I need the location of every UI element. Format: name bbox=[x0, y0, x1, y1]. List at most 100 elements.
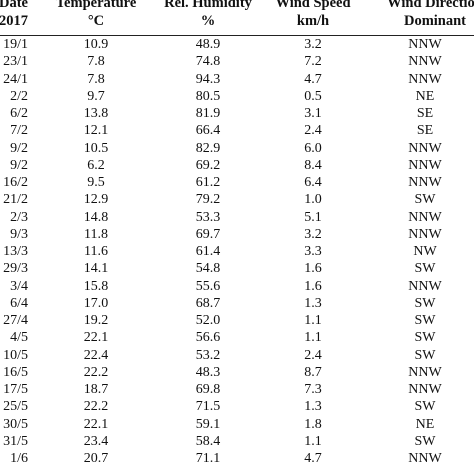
date-cell: 2/2 bbox=[10, 88, 28, 104]
header-temperature-line1: Temperature bbox=[55, 0, 137, 11]
date-cell: 19/1 bbox=[3, 37, 28, 52]
wind-direction-cell: SW bbox=[414, 330, 436, 346]
date-cell: 31/5 bbox=[3, 433, 28, 449]
wind-speed-cell: 2.4 bbox=[304, 123, 322, 139]
wind-speed-cell: 1.0 bbox=[304, 192, 322, 208]
wind-direction-cell: NNW bbox=[408, 157, 442, 173]
humidity-cell: 69.7 bbox=[195, 226, 221, 242]
temperature-cell: 12.9 bbox=[83, 192, 109, 208]
date-cell: 21/2 bbox=[3, 192, 28, 208]
wind-direction-cell: NE bbox=[415, 416, 435, 432]
wind-direction-cell: NW bbox=[413, 244, 437, 259]
wind-direction-cell: SE bbox=[416, 106, 434, 121]
table-row: 2/3 14.8 53.3 5.1 NNW bbox=[0, 209, 474, 226]
table-row: 13/3 11.6 61.4 3.3 NW bbox=[0, 243, 474, 260]
wind-direction-cell: SW bbox=[414, 313, 436, 328]
wind-direction-cell: NNW bbox=[408, 71, 442, 87]
wind-direction-cell: NE bbox=[415, 88, 435, 104]
wind-direction-cell: NNW bbox=[408, 382, 442, 397]
humidity-cell: 59.1 bbox=[195, 416, 221, 432]
temperature-cell: 18.7 bbox=[83, 382, 109, 397]
table-row: 9/2 6.2 69.2 8.4 NNW bbox=[0, 157, 474, 174]
wind-speed-cell: 5.1 bbox=[304, 209, 322, 225]
wind-direction-cell: SW bbox=[414, 192, 436, 208]
humidity-cell: 74.8 bbox=[195, 54, 221, 70]
humidity-cell: 80.5 bbox=[195, 88, 221, 104]
humidity-cell: 66.4 bbox=[195, 123, 221, 139]
date-cell: 2/3 bbox=[10, 209, 28, 225]
wind-speed-cell: 8.7 bbox=[304, 364, 322, 380]
wind-speed-cell: 6.0 bbox=[304, 140, 322, 156]
date-cell: 1/6 bbox=[10, 451, 28, 466]
wind-speed-cell: 4.7 bbox=[304, 71, 322, 87]
wind-direction-cell: SE bbox=[416, 123, 434, 139]
wind-direction-cell: SW bbox=[414, 399, 436, 415]
header-temperature-line2: °C bbox=[87, 13, 105, 29]
wind-speed-cell: 1.1 bbox=[304, 330, 322, 346]
humidity-cell: 53.3 bbox=[195, 209, 221, 225]
humidity-cell: 58.4 bbox=[195, 433, 221, 449]
wind-direction-cell: SW bbox=[414, 433, 436, 449]
wind-direction-cell: SW bbox=[414, 347, 436, 363]
date-cell: 9/2 bbox=[10, 157, 28, 173]
wind-speed-cell: 3.1 bbox=[304, 106, 322, 121]
wind-speed-cell: 1.8 bbox=[304, 416, 322, 432]
date-cell: 6/2 bbox=[10, 106, 28, 121]
date-cell: 3/4 bbox=[10, 278, 28, 294]
table-row: 7/2 12.1 66.4 2.4 SE bbox=[0, 122, 474, 139]
temperature-cell: 10.9 bbox=[83, 37, 109, 52]
humidity-cell: 48.3 bbox=[195, 364, 221, 380]
table-row: 16/5 22.2 48.3 8.7 NNW bbox=[0, 364, 474, 381]
header-wind-speed-line1: Wind Speed bbox=[275, 0, 351, 11]
date-cell: 25/5 bbox=[3, 399, 28, 415]
table-row: 31/5 23.4 58.4 1.1 SW bbox=[0, 433, 474, 450]
date-cell: 6/4 bbox=[10, 295, 28, 311]
table-row: 1/6 20.7 71.1 4.7 NNW bbox=[0, 450, 474, 467]
date-cell: 27/4 bbox=[3, 313, 28, 328]
temperature-cell: 11.6 bbox=[84, 244, 108, 259]
wind-speed-cell: 3.3 bbox=[304, 244, 322, 259]
wind-direction-cell: NNW bbox=[408, 209, 442, 225]
table-row: 4/5 22.1 56.6 1.1 SW bbox=[0, 329, 474, 346]
temperature-cell: 22.2 bbox=[83, 399, 109, 415]
header-temperature: Temperature °C bbox=[48, 0, 144, 34]
table-row: 2/2 9.7 80.5 0.5 NE bbox=[0, 88, 474, 105]
date-cell: 29/3 bbox=[3, 261, 28, 277]
temperature-cell: 11.8 bbox=[84, 226, 108, 242]
header-wind-direction-line1: Wind Direction bbox=[387, 0, 474, 11]
wind-speed-cell: 1.6 bbox=[304, 261, 322, 277]
temperature-cell: 6.2 bbox=[87, 157, 105, 173]
wind-direction-cell: NNW bbox=[408, 140, 442, 156]
wind-speed-cell: 1.6 bbox=[304, 278, 322, 294]
temperature-cell: 7.8 bbox=[87, 54, 105, 70]
wind-speed-cell: 1.1 bbox=[304, 313, 322, 328]
humidity-cell: 94.3 bbox=[195, 71, 221, 87]
date-cell: 9/2 bbox=[10, 140, 28, 156]
table-row: 25/5 22.2 71.5 1.3 SW bbox=[0, 398, 474, 415]
header-wind-direction: Wind Direction Dominant bbox=[375, 0, 474, 34]
date-cell: 16/2 bbox=[3, 175, 28, 190]
wind-speed-cell: 4.7 bbox=[304, 451, 322, 466]
temperature-cell: 23.4 bbox=[83, 433, 109, 449]
header-wind-speed-line2: km/h bbox=[296, 13, 330, 29]
temperature-cell: 22.1 bbox=[83, 416, 109, 432]
table-row: 21/2 12.9 79.2 1.0 SW bbox=[0, 191, 474, 208]
date-cell: 9/3 bbox=[10, 226, 28, 242]
table-row: 9/3 11.8 69.7 3.2 NNW bbox=[0, 226, 474, 243]
table-row: 23/1 7.8 74.8 7.2 NNW bbox=[0, 53, 474, 70]
temperature-cell: 17.0 bbox=[83, 295, 109, 311]
table-row: 17/5 18.7 69.8 7.3 NNW bbox=[0, 381, 474, 398]
wind-direction-cell: NNW bbox=[408, 226, 442, 242]
header-wind-speed: Wind Speed km/h bbox=[260, 0, 366, 34]
date-cell: 10/5 bbox=[3, 347, 28, 363]
table-row: 29/3 14.1 54.8 1.6 SW bbox=[0, 260, 474, 277]
header-wind-direction-line2: Dominant bbox=[403, 13, 467, 29]
temperature-cell: 15.8 bbox=[83, 278, 109, 294]
date-cell: 13/3 bbox=[3, 244, 28, 259]
wind-speed-cell: 2.4 bbox=[304, 347, 322, 363]
date-cell: 23/1 bbox=[3, 54, 28, 70]
temperature-cell: 14.8 bbox=[83, 209, 109, 225]
wind-direction-cell: NNW bbox=[408, 364, 442, 380]
table-row: 9/2 10.5 82.9 6.0 NNW bbox=[0, 140, 474, 157]
humidity-cell: 82.9 bbox=[195, 140, 221, 156]
